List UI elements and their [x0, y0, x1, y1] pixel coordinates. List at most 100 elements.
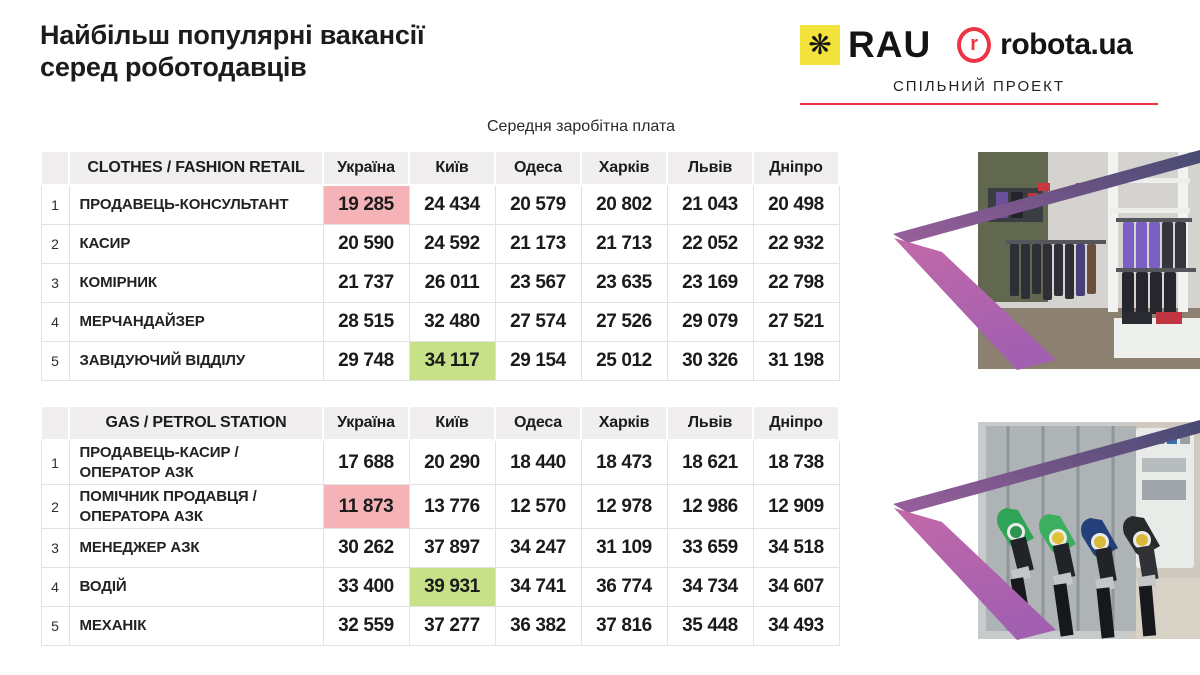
table-header-row: GAS / PETROL STATION Україна Київ Одеса … — [40, 405, 840, 441]
petrol-station-illustration — [893, 420, 1200, 640]
salary-value: 34 117 — [408, 341, 496, 381]
table-row: 4 ВОДІЙ 33 400 39 931 34 741 36 774 34 734 34 6… — [40, 567, 840, 607]
rau-logo-text: RAU — [848, 24, 932, 65]
column-header: Харків — [580, 150, 668, 186]
salary-value: 13 776 — [408, 484, 496, 529]
job-title: ПРОДАВЕЦЬ-КАСИР / ОПЕРАТОР АЗК — [68, 439, 324, 485]
chevron-pink-band — [894, 238, 1056, 370]
salary-value: 18 473 — [580, 439, 668, 485]
table-row: 4 МЕРЧАНДАЙЗЕР 28 515 32 480 27 574 27 526 29 … — [40, 302, 840, 342]
rau-star-icon: ❋ — [800, 25, 840, 65]
table-subtitle: Середня заробітна плата — [486, 118, 676, 135]
table-row: 5 МЕХАНІК 32 559 37 277 36 382 37 816 35 448 34… — [40, 606, 840, 646]
column-header: Київ — [408, 405, 496, 441]
salary-value: 12 978 — [580, 484, 668, 529]
petrol-station-photo — [878, 418, 1200, 643]
chevron-dark-band — [893, 420, 1200, 513]
salary-value: 12 986 — [666, 484, 754, 529]
column-header: Київ — [408, 150, 496, 186]
salary-value: 32 480 — [408, 302, 496, 342]
table-row: 5 ЗАВІДУЮЧИЙ ВІДДІЛУ 29 748 34 117 29 154 25 … — [40, 341, 840, 381]
salary-value: 30 326 — [666, 341, 754, 381]
brand-logos-row: ❋ RAU r robota.ua — [800, 24, 1158, 66]
job-title: МЕРЧАНДАЙЗЕР — [68, 302, 324, 342]
row-number: 2 — [40, 224, 70, 264]
job-title: ЗАВІДУЮЧИЙ ВІДДІЛУ — [68, 341, 324, 381]
salary-value: 27 526 — [580, 302, 668, 342]
column-header: Львів — [666, 150, 754, 186]
job-title: ВОДІЙ — [68, 567, 324, 607]
salary-value: 20 590 — [322, 224, 410, 264]
fuel-nozzle-green-2 — [1039, 514, 1076, 637]
salary-value: 19 285 — [322, 184, 410, 225]
robota-r-icon: r — [957, 27, 992, 63]
category-header: GAS / PETROL STATION — [68, 405, 324, 441]
row-number: 1 — [40, 184, 70, 225]
salary-value: 23 635 — [580, 263, 668, 303]
salary-value: 31 109 — [580, 528, 668, 568]
column-header: Україна — [322, 150, 410, 186]
salary-value: 23 567 — [494, 263, 582, 303]
job-title: КОМІРНИК — [68, 263, 324, 303]
salary-table-gas: GAS / PETROL STATION Україна Київ Одеса … — [40, 405, 840, 646]
brand-divider-line — [800, 103, 1158, 105]
row-number: 4 — [40, 302, 70, 342]
joint-project-label: СПІЛЬНИЙ ПРОЕКТ — [892, 78, 1066, 95]
job-title: МЕХАНІК — [68, 606, 324, 646]
table-row: 1 ПРОДАВЕЦЬ-КАСИР / ОПЕРАТОР АЗК 17 688 20 … — [40, 439, 840, 485]
salary-value: 35 448 — [666, 606, 754, 646]
salary-value: 33 659 — [666, 528, 754, 568]
salary-table-clothes: CLOTHES / FASHION RETAIL Україна Київ Од… — [40, 150, 840, 381]
table-row: 3 КОМІРНИК 21 737 26 011 23 567 23 635 23 169 2… — [40, 263, 840, 303]
job-title: КАСИР — [68, 224, 324, 264]
salary-value: 26 011 — [408, 263, 496, 303]
salary-value: 22 052 — [666, 224, 754, 264]
column-header: Харків — [580, 405, 668, 441]
table-row: 1 ПРОДАВЕЦЬ-КОНСУЛЬТАНТ 19 285 24 434 20 579… — [40, 184, 840, 225]
salary-value: 22 798 — [752, 263, 840, 303]
salary-value: 25 012 — [580, 341, 668, 381]
table-header-row: CLOTHES / FASHION RETAIL Україна Київ Од… — [40, 150, 840, 186]
salary-value: 20 579 — [494, 184, 582, 225]
salary-value: 36 774 — [580, 567, 668, 607]
table-row: 2 КАСИР 20 590 24 592 21 173 21 713 22 052 22 9… — [40, 224, 840, 264]
table-row: 3 МЕНЕДЖЕР АЗК 30 262 37 897 34 247 31 109 33 … — [40, 528, 840, 568]
salary-value: 12 909 — [752, 484, 840, 529]
row-number: 5 — [40, 606, 70, 646]
salary-value: 36 382 — [494, 606, 582, 646]
row-number: 3 — [40, 528, 70, 568]
salary-value: 32 559 — [322, 606, 410, 646]
salary-value: 21 713 — [580, 224, 668, 264]
salary-value: 17 688 — [322, 439, 410, 485]
salary-value: 37 897 — [408, 528, 496, 568]
salary-value: 31 198 — [752, 341, 840, 381]
salary-value: 30 262 — [322, 528, 410, 568]
chevron-dark-band — [893, 150, 1200, 243]
salary-value: 34 493 — [752, 606, 840, 646]
salary-value: 27 574 — [494, 302, 582, 342]
salary-value: 18 440 — [494, 439, 582, 485]
salary-value: 34 741 — [494, 567, 582, 607]
header-corner-cell — [40, 150, 70, 186]
table-row: 2 ПОМІЧНИК ПРОДАВЦЯ / ОПЕРАТОРА АЗК 11 873… — [40, 484, 840, 529]
salary-value: 20 290 — [408, 439, 496, 485]
row-number: 2 — [40, 484, 70, 529]
salary-value: 37 816 — [580, 606, 668, 646]
salary-value: 29 748 — [322, 341, 410, 381]
header-corner-cell — [40, 405, 70, 441]
salary-value: 21 043 — [666, 184, 754, 225]
column-header: Одеса — [494, 150, 582, 186]
salary-value: 34 734 — [666, 567, 754, 607]
column-header: Одеса — [494, 405, 582, 441]
job-title: ПОМІЧНИК ПРОДАВЦЯ / ОПЕРАТОРА АЗК — [68, 484, 324, 529]
salary-value: 34 518 — [752, 528, 840, 568]
salary-value: 29 079 — [666, 302, 754, 342]
robota-logo-text: robota.ua — [1000, 28, 1133, 61]
salary-value: 20 498 — [752, 184, 840, 225]
salary-value: 24 592 — [408, 224, 496, 264]
clothes-store-photo — [878, 148, 1200, 373]
chevron-pink-band — [894, 508, 1056, 640]
salary-value: 34 247 — [494, 528, 582, 568]
column-header: Дніпро — [752, 405, 840, 441]
